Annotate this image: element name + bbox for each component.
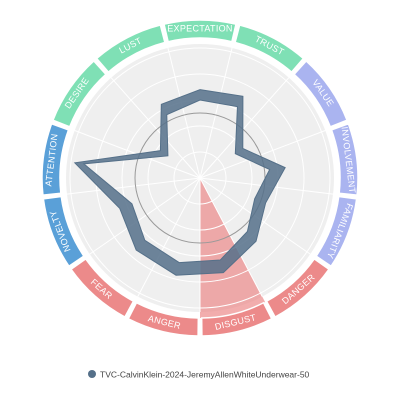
ring-segment (70, 257, 135, 319)
category-label: EXPECTATION (167, 23, 232, 33)
ring-segment (163, 19, 237, 43)
ring-segment (41, 122, 70, 196)
ring-segment (330, 122, 359, 196)
ring-segment (315, 195, 358, 268)
ring-segment (51, 59, 107, 128)
series-lower (82, 99, 271, 264)
ring-segment (127, 301, 200, 337)
ring-segment (200, 301, 273, 337)
ring-segment (293, 59, 349, 128)
ring-segment (265, 257, 330, 319)
series-band (73, 89, 286, 276)
legend-text: TVC-CalvinKlein-2024-JeremyAllenWhiteUnd… (100, 369, 310, 379)
ring-segment (42, 195, 85, 268)
ring-segment (95, 24, 166, 74)
legend-marker (88, 370, 96, 378)
ring-segment (234, 24, 305, 74)
